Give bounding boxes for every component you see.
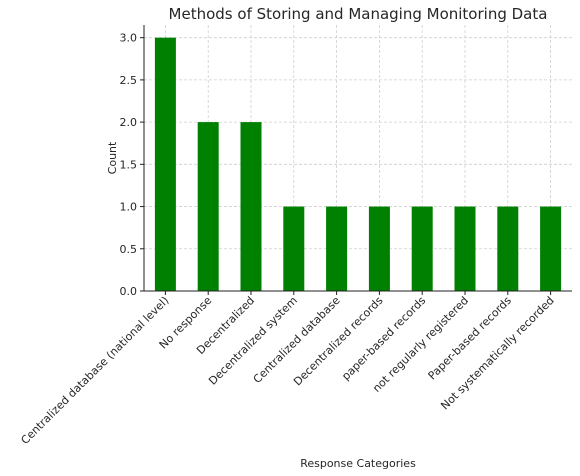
bars	[154, 37, 562, 291]
bar	[326, 206, 348, 291]
chart-title: Methods of Storing and Managing Monitori…	[169, 5, 548, 23]
y-tick-label: 3.0	[120, 32, 138, 45]
bar	[240, 122, 262, 291]
bar	[454, 206, 476, 291]
x-ticks: Centralized database (national level)No …	[18, 291, 557, 447]
x-tick-label: Paper-based records	[426, 294, 515, 383]
bar	[368, 206, 390, 291]
bar	[497, 206, 519, 291]
bar	[283, 206, 305, 291]
y-ticks: 0.0 0.5 1.0 1.5 2.0 2.5 3.0	[120, 32, 144, 298]
bar	[197, 122, 219, 291]
y-tick-label: 0.5	[120, 243, 138, 256]
bar	[540, 206, 562, 291]
y-tick-label: 1.5	[120, 158, 138, 171]
y-tick-label: 2.5	[120, 74, 138, 87]
y-axis-label: Count	[106, 141, 119, 174]
y-tick-label: 1.0	[120, 201, 138, 214]
bar	[411, 206, 433, 291]
x-tick-label: Centralized database (national level)	[18, 294, 171, 447]
y-tick-label: 0.0	[120, 285, 138, 298]
bar	[154, 37, 176, 291]
y-tick-label: 2.0	[120, 116, 138, 129]
axes	[143, 25, 572, 292]
x-axis-label: Response Categories	[300, 457, 416, 470]
x-tick-label: paper-based records	[339, 294, 428, 383]
